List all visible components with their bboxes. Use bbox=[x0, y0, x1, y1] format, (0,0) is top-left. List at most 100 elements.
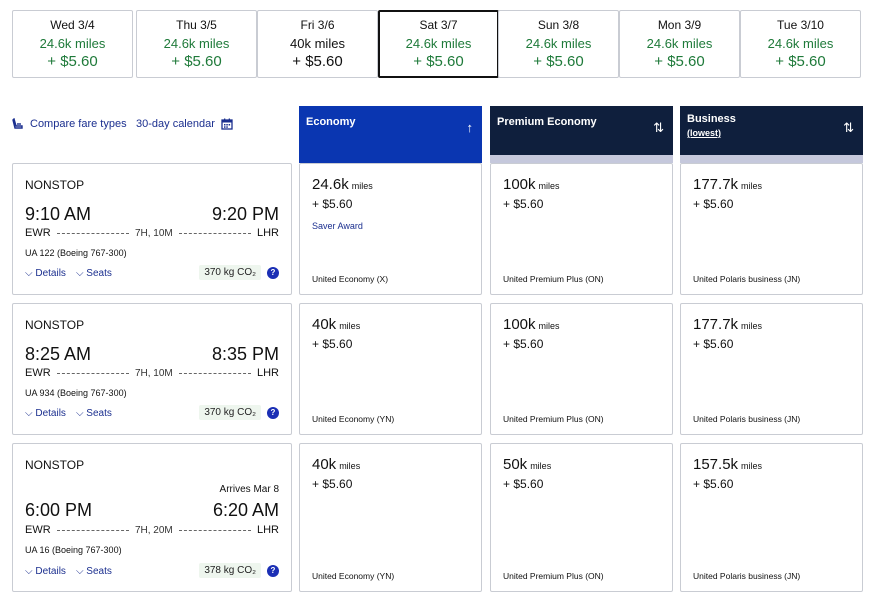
help-icon[interactable]: ? bbox=[267, 564, 279, 577]
departure-time: 9:10 AM bbox=[25, 204, 92, 224]
flight-number: UA 122 (Boeing 767-300) bbox=[25, 248, 127, 258]
fare-cell-premium[interactable]: 100k miles + $5.60 United Premium Plus (O… bbox=[490, 303, 673, 435]
fare-fee: + $5.60 bbox=[312, 337, 353, 351]
date-card-sat-selected[interactable]: Sat 3/7 24.6k miles + $5.60 bbox=[378, 10, 499, 78]
fare-fee: + $5.60 bbox=[693, 477, 734, 491]
details-toggle[interactable]: ⌵ Details bbox=[25, 268, 66, 279]
seats-toggle[interactable]: ⌵ Seats bbox=[76, 408, 112, 419]
fare-fee: + $5.60 bbox=[503, 197, 544, 211]
chevron-down-icon: ⌵ bbox=[25, 408, 36, 419]
details-toggle[interactable]: ⌵ Details bbox=[25, 566, 66, 577]
miles-unit: miles bbox=[741, 461, 763, 471]
flight-card: NONSTOP 8:25 AM 8:35 PM EWR 7H, 10M LHR … bbox=[12, 303, 292, 435]
miles-value: 100k bbox=[503, 176, 536, 193]
business-header-title: Business bbox=[687, 113, 736, 125]
stops-label: NONSTOP bbox=[25, 178, 85, 192]
date-label: Sat 3/7 bbox=[419, 18, 458, 32]
seats-label: Seats bbox=[86, 408, 112, 419]
fare-fee: + $5.60 bbox=[693, 197, 734, 211]
economy-column-header[interactable]: Economy ↑ bbox=[299, 106, 482, 163]
miles-value: 24.6k bbox=[312, 176, 349, 193]
business-column-header[interactable]: Business (lowest) ⇅ bbox=[680, 106, 863, 163]
fare-cell-economy[interactable]: 40k miles + $5.60 United Economy (YN) bbox=[299, 443, 482, 592]
destination-code: LHR bbox=[257, 524, 280, 536]
fare-fee: + $5.60 bbox=[693, 337, 734, 351]
flight-card: NONSTOP 9:10 AM 9:20 PM EWR 7H, 10M LHR … bbox=[12, 163, 292, 295]
date-card-thu[interactable]: Thu 3/5 24.6k miles + $5.60 bbox=[136, 10, 257, 78]
details-label: Details bbox=[35, 268, 66, 279]
cabin-code: United Economy (X) bbox=[312, 274, 389, 284]
co2-info: 370 kg CO₂ ? bbox=[199, 405, 279, 420]
fare-cell-economy[interactable]: 24.6k miles + $5.60 Saver Award United Ec… bbox=[299, 163, 482, 295]
chevron-down-icon: ⌵ bbox=[75, 566, 87, 577]
date-miles: 24.6k miles bbox=[405, 36, 472, 51]
business-header-sub[interactable]: (lowest) bbox=[687, 128, 722, 138]
premium-economy-column-header[interactable]: Premium Economy ⇅ bbox=[490, 106, 673, 163]
fare-cell-economy[interactable]: 40k miles + $5.60 United Economy (YN) bbox=[299, 303, 482, 435]
date-miles: 24.6k miles bbox=[767, 36, 834, 51]
stops-label: NONSTOP bbox=[25, 318, 85, 332]
fare-cell-business[interactable]: 177.7k miles + $5.60 United Polaris busin… bbox=[680, 303, 863, 435]
arrives-next-day: Arrives Mar 8 bbox=[219, 484, 279, 495]
departure-time: 8:25 AM bbox=[25, 344, 92, 364]
date-fee: + $5.60 bbox=[775, 53, 826, 70]
miles-value: 50k bbox=[503, 456, 528, 473]
help-icon[interactable]: ? bbox=[267, 266, 279, 279]
date-label: Tue 3/10 bbox=[777, 18, 824, 32]
date-fee: + $5.60 bbox=[292, 53, 343, 70]
date-label: Thu 3/5 bbox=[176, 18, 217, 32]
co2-value: 378 kg CO₂ bbox=[199, 563, 261, 578]
date-fee: + $5.60 bbox=[171, 53, 222, 70]
duration: 7H, 20M bbox=[134, 524, 173, 536]
seats-label: Seats bbox=[86, 268, 112, 279]
miles-value: 177.7k bbox=[693, 176, 739, 193]
date-card-mon[interactable]: Mon 3/9 24.6k miles + $5.60 bbox=[619, 10, 740, 78]
chevron-down-icon: ⌵ bbox=[25, 566, 36, 577]
fare-cell-premium[interactable]: 50k miles + $5.60 United Premium Plus (ON… bbox=[490, 443, 673, 592]
fare-miles: 100k miles bbox=[503, 176, 560, 193]
seats-toggle[interactable]: ⌵ Seats bbox=[76, 268, 112, 279]
date-miles: 40k miles bbox=[290, 36, 345, 51]
cabin-code: United Premium Plus (ON) bbox=[503, 414, 604, 424]
compare-fare-types-link[interactable]: Compare fare types bbox=[12, 118, 127, 130]
sort-arrow-icon[interactable]: ↑ bbox=[466, 120, 474, 135]
details-label: Details bbox=[35, 408, 66, 419]
sort-icon[interactable]: ⇅ bbox=[843, 120, 854, 135]
miles-unit: miles bbox=[538, 181, 560, 191]
date-card-fri[interactable]: Fri 3/6 40k miles + $5.60 bbox=[257, 10, 378, 78]
fare-cell-business[interactable]: 157.5k miles + $5.60 United Polaris busin… bbox=[680, 443, 863, 592]
date-miles: 24.6k miles bbox=[646, 36, 713, 51]
flight-number: UA 16 (Boeing 767-300) bbox=[25, 545, 122, 555]
miles-value: 40k bbox=[312, 316, 337, 333]
fare-cell-premium[interactable]: 100k miles + $5.60 United Premium Plus (O… bbox=[490, 163, 673, 295]
destination-code: LHR bbox=[257, 367, 280, 379]
cabin-code: United Polaris business (JN) bbox=[693, 274, 801, 284]
fare-fee: + $5.60 bbox=[503, 337, 544, 351]
co2-value: 370 kg CO₂ bbox=[199, 405, 261, 420]
chevron-down-icon: ⌵ bbox=[75, 408, 87, 419]
fare-cell-business[interactable]: 177.7k miles + $5.60 United Polaris busin… bbox=[680, 163, 863, 295]
sort-icon[interactable]: ⇅ bbox=[653, 120, 664, 135]
origin-code: EWR bbox=[25, 227, 51, 239]
arrival-time: 6:20 AM bbox=[212, 500, 279, 520]
chevron-down-icon: ⌵ bbox=[75, 268, 87, 279]
seats-label: Seats bbox=[86, 566, 112, 577]
cabin-code: United Premium Plus (ON) bbox=[503, 571, 604, 581]
cabin-code: United Polaris business (JN) bbox=[693, 571, 801, 581]
fare-miles: 100k miles bbox=[503, 316, 560, 333]
origin-code: EWR bbox=[25, 524, 51, 536]
arrival-time: 9:20 PM bbox=[211, 204, 279, 224]
flight-actions: ⌵ Details ⌵ Seats bbox=[25, 268, 112, 279]
details-toggle[interactable]: ⌵ Details bbox=[25, 408, 66, 419]
help-icon[interactable]: ? bbox=[267, 406, 279, 419]
calendar-link[interactable]: 30-day calendar bbox=[136, 118, 233, 130]
fare-miles: 50k miles bbox=[503, 456, 551, 473]
flight-number: UA 934 (Boeing 767-300) bbox=[25, 388, 127, 398]
date-card-tue[interactable]: Tue 3/10 24.6k miles + $5.60 bbox=[740, 10, 861, 78]
miles-unit: miles bbox=[339, 321, 361, 331]
date-card-sun[interactable]: Sun 3/8 24.6k miles + $5.60 bbox=[498, 10, 619, 78]
cabin-code: United Economy (YN) bbox=[312, 571, 395, 581]
chevron-down-icon: ⌵ bbox=[25, 268, 36, 279]
seats-toggle[interactable]: ⌵ Seats bbox=[76, 566, 112, 577]
date-card-wed[interactable]: Wed 3/4 24.6k miles + $5.60 bbox=[12, 10, 133, 78]
